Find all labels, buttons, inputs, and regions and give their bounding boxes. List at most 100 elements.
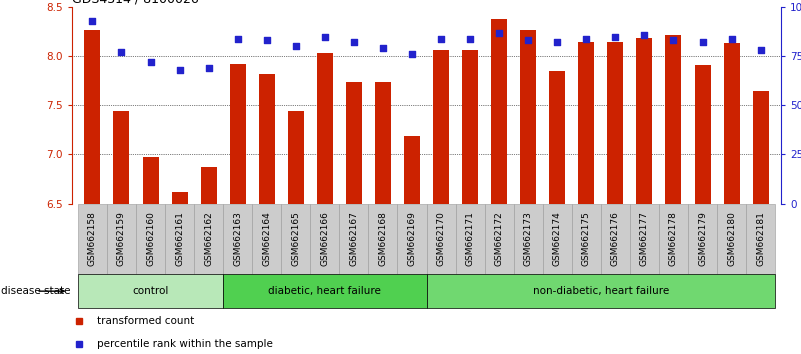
Text: GSM662167: GSM662167 bbox=[349, 211, 358, 267]
Text: GSM662166: GSM662166 bbox=[320, 211, 329, 267]
Point bbox=[348, 40, 360, 45]
Point bbox=[609, 34, 622, 39]
Bar bbox=[281, 204, 310, 274]
Text: non-diabetic, heart failure: non-diabetic, heart failure bbox=[533, 286, 669, 296]
Bar bbox=[165, 204, 194, 274]
Bar bbox=[753, 91, 769, 204]
Point bbox=[173, 67, 186, 73]
Point bbox=[464, 36, 477, 41]
Point bbox=[696, 40, 709, 45]
Bar bbox=[694, 65, 710, 204]
Point bbox=[725, 36, 738, 41]
Text: GSM662161: GSM662161 bbox=[175, 211, 184, 267]
Bar bbox=[78, 274, 223, 308]
Point bbox=[115, 50, 128, 55]
Text: GSM662180: GSM662180 bbox=[727, 211, 736, 267]
Text: GSM662170: GSM662170 bbox=[437, 211, 445, 267]
Text: GSM662173: GSM662173 bbox=[524, 211, 533, 267]
Text: GSM662172: GSM662172 bbox=[495, 212, 504, 266]
Text: GSM662164: GSM662164 bbox=[262, 212, 272, 266]
Bar bbox=[578, 42, 594, 204]
Bar bbox=[543, 204, 572, 274]
Text: GSM662158: GSM662158 bbox=[88, 211, 97, 267]
Bar bbox=[549, 71, 566, 204]
Text: GSM662169: GSM662169 bbox=[408, 211, 417, 267]
Point bbox=[551, 40, 564, 45]
Text: GSM662171: GSM662171 bbox=[465, 211, 475, 267]
Text: GSM662176: GSM662176 bbox=[611, 211, 620, 267]
Bar bbox=[688, 204, 717, 274]
Bar bbox=[607, 42, 623, 204]
Text: GSM662159: GSM662159 bbox=[117, 211, 126, 267]
Bar bbox=[513, 204, 543, 274]
Bar bbox=[717, 204, 746, 274]
Point bbox=[405, 51, 418, 57]
Text: GSM662178: GSM662178 bbox=[669, 211, 678, 267]
Bar bbox=[666, 35, 682, 204]
Text: GSM662177: GSM662177 bbox=[640, 211, 649, 267]
Bar bbox=[404, 136, 420, 204]
Point bbox=[231, 36, 244, 41]
Point bbox=[289, 44, 302, 49]
Bar bbox=[317, 53, 333, 204]
Bar bbox=[456, 204, 485, 274]
Bar bbox=[143, 158, 159, 204]
Text: GSM662175: GSM662175 bbox=[582, 211, 591, 267]
Bar bbox=[433, 50, 449, 204]
Bar bbox=[462, 50, 478, 204]
Bar bbox=[637, 38, 653, 204]
Text: GSM662162: GSM662162 bbox=[204, 212, 213, 266]
Point bbox=[638, 32, 651, 38]
Point bbox=[755, 47, 767, 53]
Bar bbox=[200, 167, 216, 204]
Bar bbox=[601, 204, 630, 274]
Bar bbox=[659, 204, 688, 274]
Bar bbox=[340, 204, 368, 274]
Bar bbox=[223, 204, 252, 274]
Bar bbox=[288, 111, 304, 204]
Point bbox=[521, 38, 534, 43]
Text: control: control bbox=[132, 286, 169, 296]
Text: GSM662181: GSM662181 bbox=[756, 211, 765, 267]
Point bbox=[376, 46, 389, 51]
Bar bbox=[630, 204, 659, 274]
Text: GSM662168: GSM662168 bbox=[378, 211, 388, 267]
Bar bbox=[368, 204, 397, 274]
Point bbox=[260, 38, 273, 43]
Text: percentile rank within the sample: percentile rank within the sample bbox=[97, 339, 273, 349]
Bar bbox=[310, 204, 340, 274]
Text: disease state: disease state bbox=[2, 286, 71, 296]
Bar bbox=[171, 192, 187, 204]
Bar bbox=[485, 204, 513, 274]
Text: GSM662165: GSM662165 bbox=[292, 211, 300, 267]
Bar bbox=[375, 82, 391, 204]
Text: GDS4314 / 8100026: GDS4314 / 8100026 bbox=[72, 0, 199, 6]
Bar bbox=[346, 82, 362, 204]
Bar bbox=[427, 204, 456, 274]
Text: GSM662179: GSM662179 bbox=[698, 211, 707, 267]
Bar bbox=[259, 74, 275, 204]
Bar bbox=[723, 44, 739, 204]
Bar bbox=[84, 30, 100, 204]
Text: transformed count: transformed count bbox=[97, 316, 194, 326]
Bar bbox=[136, 204, 165, 274]
Bar bbox=[491, 19, 507, 204]
Text: GSM662163: GSM662163 bbox=[233, 211, 242, 267]
Text: GSM662160: GSM662160 bbox=[146, 211, 155, 267]
Bar bbox=[746, 204, 775, 274]
Bar bbox=[252, 204, 281, 274]
Point bbox=[144, 59, 157, 65]
Bar bbox=[427, 274, 775, 308]
Bar bbox=[114, 111, 130, 204]
Point bbox=[580, 36, 593, 41]
Bar bbox=[572, 204, 601, 274]
Point bbox=[493, 30, 505, 35]
Point bbox=[435, 36, 448, 41]
Bar bbox=[78, 204, 107, 274]
Bar bbox=[107, 204, 136, 274]
Bar bbox=[223, 274, 427, 308]
Text: diabetic, heart failure: diabetic, heart failure bbox=[268, 286, 381, 296]
Point bbox=[667, 38, 680, 43]
Point bbox=[86, 18, 99, 24]
Bar bbox=[194, 204, 223, 274]
